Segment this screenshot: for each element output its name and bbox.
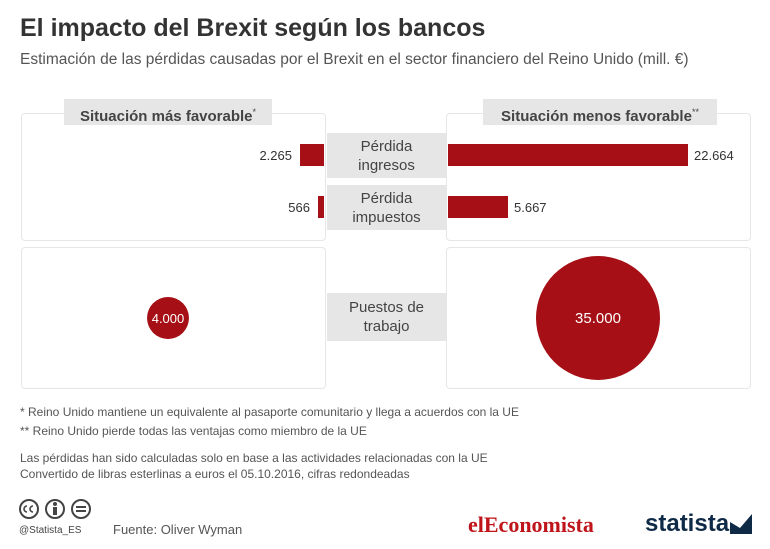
value-label: 566	[288, 200, 310, 215]
bar	[448, 144, 688, 166]
category-label: Pérdida impuestos	[327, 185, 446, 230]
chart-subtitle: Estimación de las pérdidas causadas por …	[20, 51, 689, 68]
handle: @Statista_ES	[19, 525, 82, 536]
bar	[318, 196, 324, 218]
legend-label: Situación más favorable	[79, 108, 253, 125]
value-label: 4.000	[152, 311, 185, 326]
brand-logo: statista	[645, 510, 730, 537]
source: Fuente: Oliver Wyman	[113, 522, 243, 537]
footnote: Convertido de libras esterlinas a euros …	[20, 467, 410, 481]
footnote: Las pérdidas han sido calculadas solo en…	[20, 451, 488, 465]
value-label: 35.000	[575, 310, 621, 327]
value-label: 5.667	[514, 200, 547, 215]
legend-entry: Situación más favorable*	[64, 99, 272, 125]
bubble	[536, 256, 660, 380]
legend-entry: Situación menos favorable**	[483, 99, 717, 125]
value-label: 22.664	[694, 148, 734, 163]
footnote: * Reino Unido mantiene un equivalente al…	[20, 405, 519, 419]
brand-logo: elEconomista	[468, 512, 594, 537]
note-mark: *	[252, 107, 257, 117]
value-label: 2.265	[259, 148, 292, 163]
category-label: Pérdida ingresos	[327, 133, 446, 178]
panel	[21, 113, 326, 241]
bar	[300, 144, 324, 166]
footnote: ** Reino Unido pierde todas las ventajas…	[20, 424, 367, 438]
bubble	[147, 297, 189, 339]
category-label: Puestos de trabajo	[327, 293, 446, 341]
chart-marks: 2.265 566 22.664 5.667 4.000 35.000	[147, 144, 734, 380]
panel	[446, 113, 751, 241]
note-mark: **	[691, 107, 699, 117]
bar	[448, 196, 509, 218]
license-icons	[19, 499, 91, 519]
chart-title: El impacto del Brexit según los bancos	[20, 14, 486, 42]
brand-icon	[730, 514, 752, 534]
legend-label: Situación menos favorable	[501, 108, 692, 125]
